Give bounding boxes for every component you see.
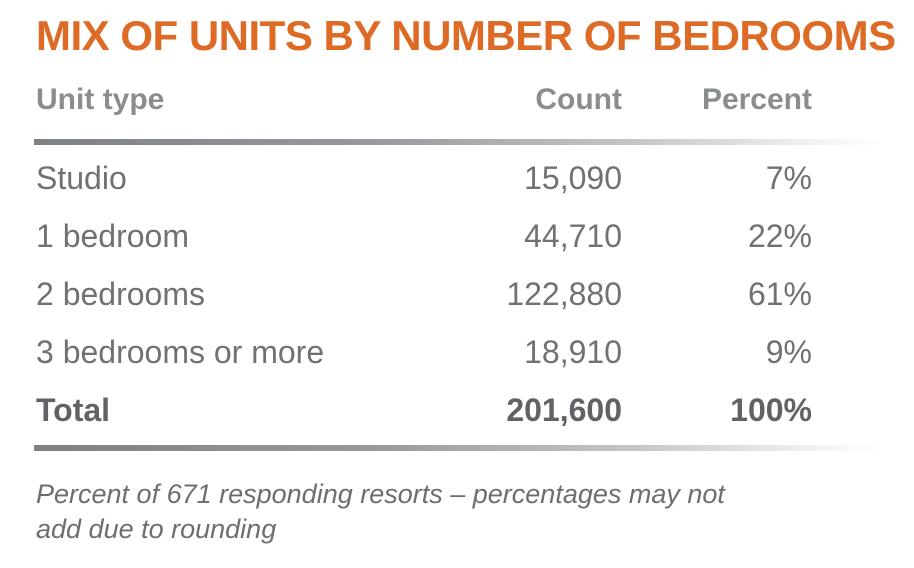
unit-type-cell: 3 bedrooms or more	[36, 333, 325, 370]
column-header-percent: Percent	[701, 83, 812, 116]
table-row: 2 bedrooms 122,880 61%	[36, 265, 812, 323]
figure-title: MIX OF UNITS BY NUMBER OF BEDROOMS	[36, 12, 896, 59]
table-row: 1 bedroom 44,710 22%	[36, 207, 812, 265]
unit-type-cell: 2 bedrooms	[36, 275, 205, 312]
unit-type-cell: 1 bedroom	[36, 217, 189, 254]
header-divider	[34, 139, 882, 145]
unit-type-cell: Studio	[36, 159, 127, 196]
count-cell: 15,090	[524, 159, 622, 196]
column-header-count: Count	[535, 83, 622, 116]
total-label-cell: Total	[36, 391, 111, 428]
count-cell: 18,910	[524, 333, 622, 370]
total-percent-cell: 100%	[730, 391, 812, 428]
percent-cell: 7%	[765, 159, 812, 196]
total-count-cell: 201,600	[506, 391, 622, 428]
footnote-line-2: add due to rounding	[36, 514, 277, 544]
footnote-line-1: Percent of 671 responding resorts – perc…	[36, 479, 725, 509]
percent-cell: 9%	[765, 333, 812, 370]
count-cell: 44,710	[524, 217, 622, 254]
table-row: Studio 15,090 7%	[36, 149, 812, 207]
table-row: 3 bedrooms or more 18,910 9%	[36, 323, 812, 381]
count-cell: 122,880	[506, 275, 622, 312]
column-header-unit-type: Unit type	[36, 83, 165, 116]
table-body: Studio 15,090 7% 1 bedroom 44,710 22% 2 …	[36, 149, 812, 439]
percent-cell: 61%	[747, 275, 812, 312]
percent-cell: 22%	[747, 217, 812, 254]
footer-divider	[34, 445, 882, 451]
table-header-row: Unit type Count Percent	[36, 80, 812, 120]
table-total-row: Total 201,600 100%	[36, 381, 812, 439]
footnote: Percent of 671 responding resorts – perc…	[36, 477, 812, 547]
